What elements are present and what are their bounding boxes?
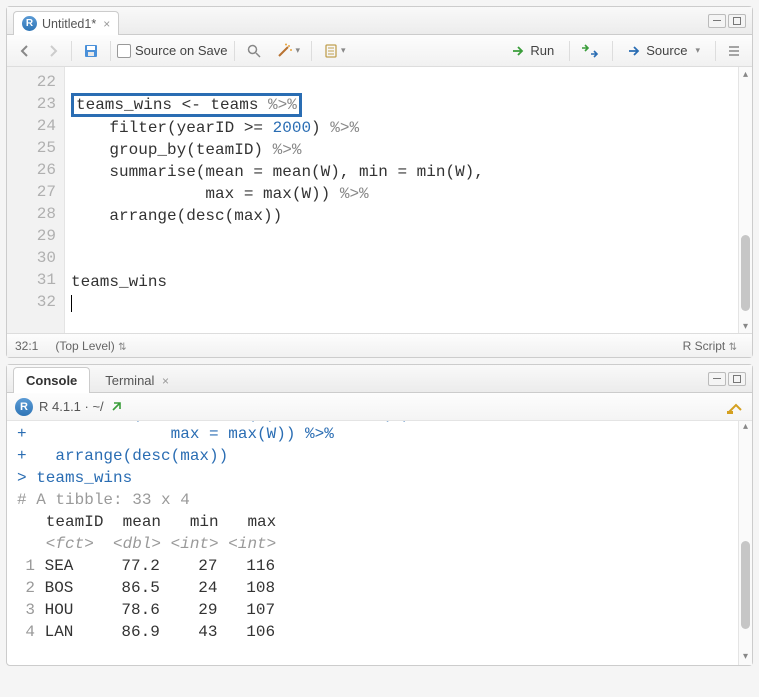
editor-tab-title: Untitled1* [42, 17, 96, 31]
minimize-pane-button[interactable] [708, 372, 726, 386]
editor-pane: R Untitled1* × Source on Save ▾ [6, 6, 753, 358]
editor-tabstrip: R Untitled1* × [7, 7, 752, 35]
source-on-save-label: Source on Save [135, 43, 228, 58]
editor-body[interactable]: 22 23 24 25 26 27 28 29 30 31 32 teams_w… [7, 67, 752, 333]
source-button[interactable]: Source ▾ [619, 39, 709, 63]
save-button[interactable] [78, 39, 104, 63]
close-icon[interactable]: × [103, 17, 110, 31]
tab-terminal[interactable]: Terminal × [92, 367, 182, 393]
console-tabstrip: Console Terminal × [7, 365, 752, 393]
close-icon[interactable]: × [162, 374, 169, 388]
forward-button[interactable] [41, 39, 65, 63]
console-toolbar: R R 4.1.1 · ~/ [7, 393, 752, 421]
pane-window-controls [708, 7, 752, 34]
popout-icon[interactable] [110, 401, 122, 413]
find-button[interactable] [241, 39, 267, 63]
editor-scrollbar[interactable]: ▴ ▾ [738, 67, 752, 333]
language-selector[interactable]: R Script ⇅ [676, 337, 744, 355]
editor-tab-untitled[interactable]: R Untitled1* × [13, 11, 119, 35]
editor-toolbar: Source on Save ▾ ▾ Run Source ▾ [7, 35, 752, 67]
cursor-position: 32:1 [15, 339, 38, 353]
clear-console-icon[interactable] [726, 399, 744, 415]
line-gutter: 22 23 24 25 26 27 28 29 30 31 32 [7, 67, 65, 333]
maximize-pane-button[interactable] [728, 372, 746, 386]
back-button[interactable] [13, 39, 37, 63]
pane-window-controls [708, 365, 752, 392]
maximize-pane-button[interactable] [728, 14, 746, 28]
code-area[interactable]: teams_wins <- teams %>% filter(yearID >=… [65, 67, 752, 333]
tab-console[interactable]: Console [13, 367, 90, 393]
r-version-label: R 4.1.1 · ~/ [39, 399, 104, 414]
run-label: Run [530, 43, 554, 58]
wand-button[interactable]: ▾ [271, 39, 306, 63]
r-file-icon: R [22, 16, 37, 31]
source-label: Source [646, 43, 687, 58]
rerun-button[interactable] [576, 39, 606, 63]
console-pane: Console Terminal × R R 4.1.1 · ~/ summar… [6, 364, 753, 666]
editor-statusbar: 32:1 (Top Level) ⇅ R Script ⇅ [7, 333, 752, 357]
scope-selector[interactable]: (Top Level) ⇅ [48, 337, 133, 355]
console-scrollbar[interactable]: ▴ ▾ [738, 421, 752, 665]
source-on-save-checkbox[interactable] [117, 44, 131, 58]
notebook-button[interactable]: ▾ [318, 39, 351, 63]
run-button[interactable]: Run [503, 39, 563, 63]
outline-button[interactable] [722, 39, 746, 63]
minimize-pane-button[interactable] [708, 14, 726, 28]
console-output[interactable]: summarise(mean = mean(W), min = min(W),+… [7, 421, 752, 665]
r-logo-icon: R [15, 398, 33, 416]
